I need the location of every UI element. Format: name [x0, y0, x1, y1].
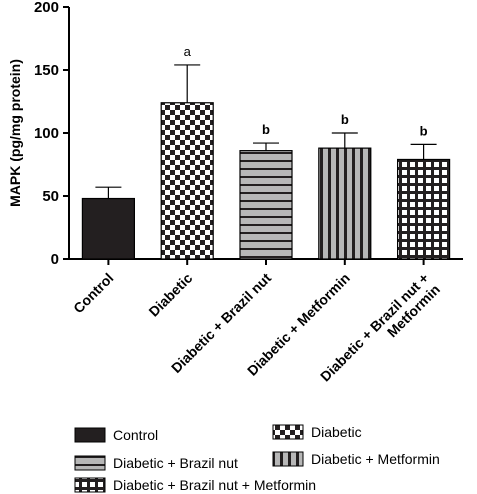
y-axis-label: MAPK (pg/mg protein): [7, 59, 23, 207]
bar: [397, 158, 451, 260]
legend-label: Diabetic + Metformin: [311, 451, 440, 467]
significance-letter: b: [341, 112, 349, 127]
y-tick-label: 50: [42, 188, 59, 205]
legend-label: Diabetic + Brazil nut: [113, 455, 238, 471]
significance-letter: a: [184, 44, 192, 59]
x-tick-label: Diabetic: [145, 270, 195, 320]
bar: [318, 147, 372, 260]
legend-label: Diabetic + Brazil nut + Metformin: [113, 477, 316, 493]
bars: a b b b: [81, 44, 451, 260]
y-tick-label: 100: [34, 125, 59, 142]
legend: Control Diabetic Diabetic + Brazil nut Diab…: [74, 424, 440, 493]
significance-letter: b: [420, 123, 428, 138]
y-tick-label: 150: [34, 62, 59, 79]
legend-label: Control: [113, 427, 158, 443]
legend-swatch: [74, 477, 106, 493]
legend-label: Diabetic: [311, 424, 362, 440]
bar: [81, 197, 136, 260]
legend-swatch: [272, 451, 304, 467]
x-tick-label: Control: [70, 270, 117, 317]
legend-swatch: [74, 455, 106, 471]
significance-letter: b: [262, 122, 270, 137]
bar: [239, 150, 293, 260]
legend-swatch: [272, 424, 304, 440]
y-tick-label: 200: [34, 0, 59, 16]
legend-swatch: [74, 427, 106, 443]
bar: [160, 102, 214, 260]
y-tick-label: 0: [51, 251, 59, 268]
